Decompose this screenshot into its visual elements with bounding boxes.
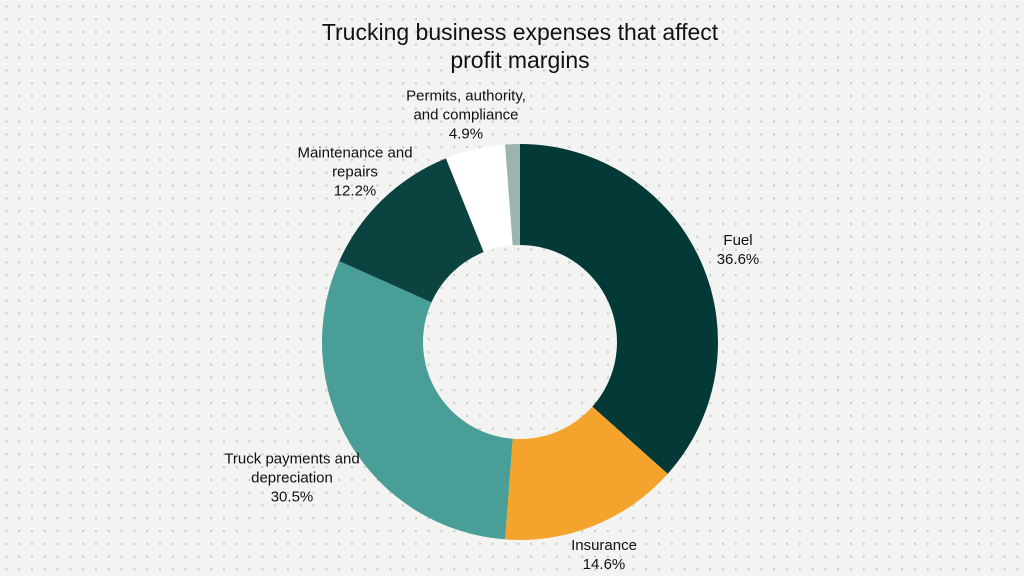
slice-label: Maintenance and repairs 12.2% bbox=[295, 144, 415, 201]
category-label: Truck payments and depreciation bbox=[224, 450, 360, 487]
donut-slice bbox=[322, 261, 513, 540]
category-label: Insurance bbox=[571, 537, 637, 554]
value-label: 36.6% bbox=[716, 251, 760, 268]
category-label: Fuel bbox=[723, 232, 753, 249]
value-label: 4.9% bbox=[448, 125, 484, 143]
slice-label: Insurance 14.6% bbox=[559, 536, 649, 574]
value-label: 30.5% bbox=[270, 488, 314, 506]
donut-slice bbox=[505, 144, 520, 246]
value-label: 14.6% bbox=[582, 556, 626, 573]
category-label: Permits, authority, and compliance bbox=[406, 87, 526, 124]
slice-label: Truck payments and depreciation 30.5% bbox=[222, 450, 362, 507]
slice-label: Fuel 36.6% bbox=[698, 231, 778, 269]
donut-slice bbox=[505, 406, 668, 540]
category-label: Maintenance and repairs bbox=[297, 144, 413, 181]
value-label: 12.2% bbox=[333, 182, 377, 200]
donut-slice bbox=[520, 144, 719, 474]
donut-slice bbox=[339, 158, 484, 303]
donut-slice bbox=[445, 144, 513, 253]
chart-title: Trucking business expenses that affect p… bbox=[321, 19, 719, 73]
slice-label: Permits, authority, and compliance 4.9% bbox=[396, 87, 536, 144]
